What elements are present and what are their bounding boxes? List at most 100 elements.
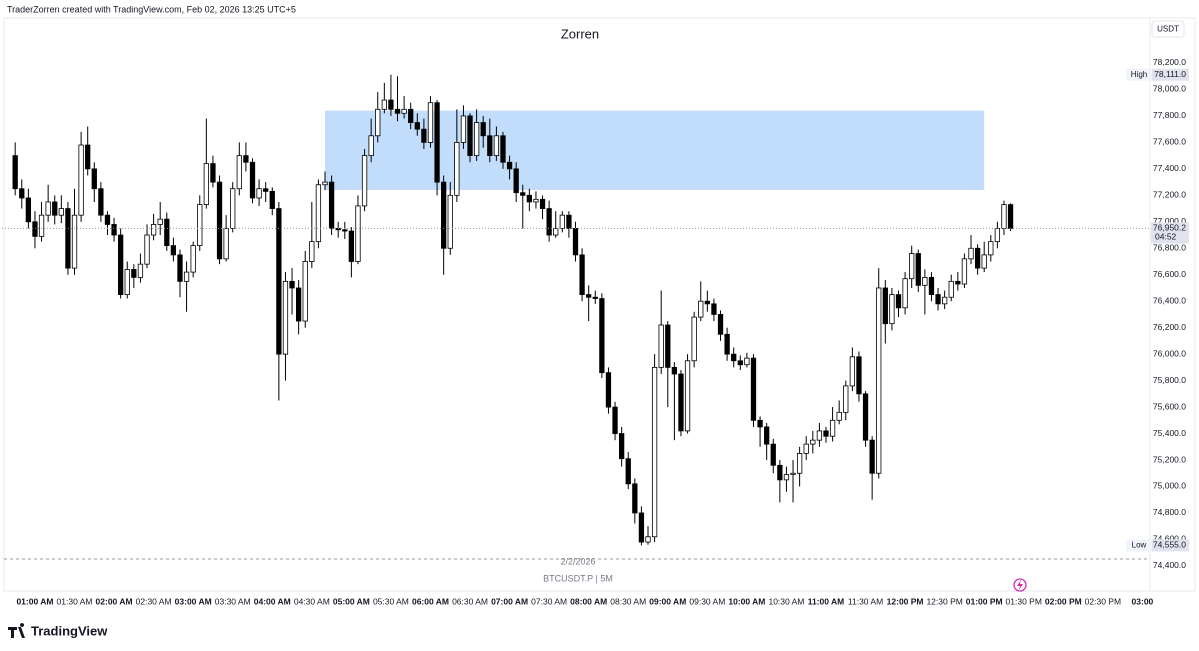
candle-body xyxy=(764,426,770,445)
x-tick-label: 10:00 AM xyxy=(728,596,765,606)
candle-body xyxy=(988,241,994,256)
frame xyxy=(3,17,1196,592)
candle-body xyxy=(157,218,163,225)
candle-body xyxy=(974,247,981,269)
candle-body xyxy=(671,366,678,375)
candle-body xyxy=(190,245,196,273)
y-tick-label: 75,000.0 xyxy=(1153,481,1186,491)
currency-box xyxy=(1151,20,1185,38)
candle-body xyxy=(902,278,908,309)
candle-body xyxy=(889,294,895,325)
candle-body xyxy=(355,205,361,262)
candle-body xyxy=(704,300,710,305)
candle-body xyxy=(572,228,579,256)
candle-body xyxy=(164,218,170,247)
candle-body xyxy=(862,393,869,441)
candle-body xyxy=(216,181,223,260)
y-tick-label: 77,600.0 xyxy=(1153,137,1186,147)
x-tick-label: 07:30 AM xyxy=(531,596,567,606)
candle-body xyxy=(408,108,414,123)
candle-body xyxy=(823,430,829,437)
y-tick-label: 76,600.0 xyxy=(1153,269,1186,279)
candle-body xyxy=(454,141,460,196)
date-label: 2/2/2026 xyxy=(560,556,595,566)
candle-body xyxy=(38,214,45,237)
candle-body xyxy=(750,357,757,421)
candle-body xyxy=(328,181,335,229)
candle-body xyxy=(665,324,671,368)
y-tick-label: 74,800.0 xyxy=(1153,507,1186,517)
candle-body xyxy=(790,472,796,475)
candle-body xyxy=(849,356,856,387)
x-tick-label: 10:30 AM xyxy=(768,596,804,606)
candle-body xyxy=(579,254,585,295)
candle-body xyxy=(876,287,882,474)
candle-body xyxy=(85,144,91,170)
candle-body xyxy=(619,433,625,460)
y-tick-label: 76,000.0 xyxy=(1153,348,1186,358)
candle-body xyxy=(394,108,401,114)
candle-body xyxy=(493,135,500,157)
candle-body xyxy=(401,108,407,114)
logo-mark xyxy=(8,623,25,638)
candle-body xyxy=(961,258,968,285)
candle-body xyxy=(513,168,519,194)
x-tick-label: 06:30 AM xyxy=(452,596,488,606)
candle-body xyxy=(230,188,236,229)
y-tick-label: 77,400.0 xyxy=(1153,163,1186,173)
candle-body xyxy=(460,115,467,143)
candle-body xyxy=(210,163,216,183)
alert-icon[interactable] xyxy=(1013,578,1027,592)
candle-body xyxy=(526,194,532,203)
y-tick-label: 78,000.0 xyxy=(1153,84,1186,94)
y-tick-label: 76,200.0 xyxy=(1153,322,1186,332)
y-tick-label: 78,200.0 xyxy=(1153,57,1186,67)
y-tick-label: 74,400.0 xyxy=(1153,560,1186,570)
candle-body xyxy=(71,214,78,269)
candle-body xyxy=(388,99,394,110)
candle-body xyxy=(118,234,124,295)
candle-body xyxy=(487,135,493,157)
x-tick-label: 01:00 AM xyxy=(16,596,53,606)
brand: TradingView xyxy=(31,623,108,638)
candle-body xyxy=(65,208,71,269)
header: TraderZorren created with TradingView.co… xyxy=(7,4,296,14)
candle-body xyxy=(368,135,374,157)
candle-body xyxy=(45,201,51,216)
candle-body xyxy=(612,406,618,434)
candle-body xyxy=(243,155,249,163)
x-tick-label: 09:30 AM xyxy=(689,596,725,606)
candle-body xyxy=(586,294,592,298)
y-tick-label: 77,800.0 xyxy=(1153,110,1186,120)
candle-body xyxy=(12,155,18,190)
candle-body xyxy=(183,271,190,282)
candle-body xyxy=(770,443,776,466)
candle-body xyxy=(414,122,420,130)
candle-body xyxy=(236,155,242,190)
candle-body xyxy=(348,230,355,262)
chart-title: Zorren xyxy=(561,26,599,41)
candle-body xyxy=(447,194,453,249)
candle-body xyxy=(111,224,117,236)
low-marker-name: Low xyxy=(1132,540,1147,549)
candle-body xyxy=(249,161,256,199)
candle-body xyxy=(25,197,32,223)
candle-body xyxy=(592,296,598,299)
y-tick-label: 76,400.0 xyxy=(1153,295,1186,305)
candle-body xyxy=(375,108,381,137)
x-tick-label: 01:30 PM xyxy=(1006,596,1042,606)
low-marker-name-box xyxy=(1126,539,1152,552)
candle-body xyxy=(104,214,111,225)
candle-body xyxy=(605,372,612,408)
candle-body xyxy=(856,356,862,395)
candle-body xyxy=(256,188,262,199)
x-tick-label: 03:00 xyxy=(1132,596,1154,606)
candle-body xyxy=(948,280,954,298)
low-marker-box xyxy=(1152,539,1189,552)
candle-body xyxy=(843,385,849,413)
y-tick-label: 74,600.0 xyxy=(1153,534,1186,544)
candle-body xyxy=(803,443,809,454)
candle-body xyxy=(1001,204,1007,229)
candle-body xyxy=(342,229,348,232)
low-marker-label: 74,555.0 xyxy=(1153,540,1186,550)
